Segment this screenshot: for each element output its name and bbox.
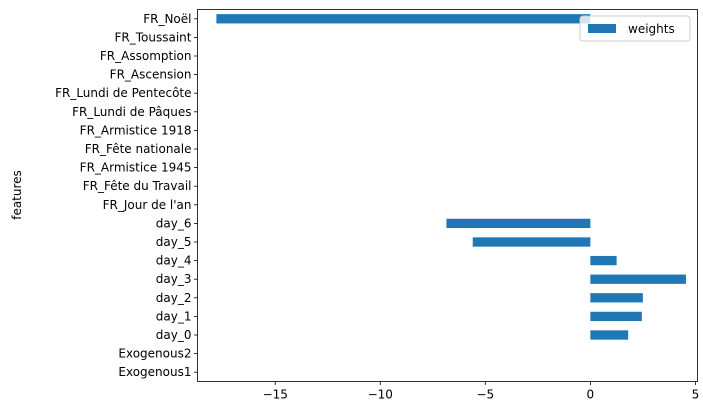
y-tick-label: day_4 [156, 254, 192, 268]
x-tick-label: −10 [368, 388, 393, 402]
y-tick-label: FR_Ascension [110, 68, 192, 82]
y-tick-label: FR_Jour de l'an [103, 198, 192, 212]
x-tick-label: 0 [587, 388, 595, 402]
y-tick-label: Exogenous2 [118, 347, 191, 361]
x-axis-ticks: −15 −10 −5 0 5 [263, 381, 700, 402]
bar [590, 293, 643, 303]
legend-label: weights [628, 22, 675, 36]
y-tick-label: Exogenous1 [118, 365, 191, 379]
y-tick-label: FR_Fête du Travail [83, 179, 192, 193]
plot-frame [197, 9, 698, 382]
bar [590, 274, 686, 284]
x-tick-label: 5 [692, 388, 700, 402]
y-tick-label: FR_Assomption [100, 49, 192, 63]
x-tick-label: −15 [263, 388, 288, 402]
bar [590, 311, 642, 322]
legend-swatch [588, 24, 616, 33]
y-axis-ticks: Exogenous1 Exogenous2 day_0 day_1 day_2 day_3… [55, 12, 198, 379]
y-tick-label: FR_Lundi de Pâques [72, 105, 191, 119]
y-tick-label: FR_Fête nationale [85, 142, 192, 156]
y-tick-label: day_1 [156, 309, 192, 323]
y-tick-label: FR_Armistice 1945 [80, 161, 192, 175]
y-tick-label: day_2 [156, 291, 192, 305]
legend: weights [579, 15, 691, 42]
y-tick-label: day_3 [156, 272, 192, 286]
y-tick-label: FR_Lundi de Pentecôte [55, 86, 191, 100]
bar [590, 330, 629, 340]
y-tick-label: FR_Armistice 1918 [80, 123, 192, 137]
y-tick-label: day_5 [156, 235, 192, 249]
y-tick-label: FR_Toussaint [115, 30, 192, 44]
bar [590, 255, 617, 266]
y-tick-label: day_0 [156, 328, 192, 342]
y-tick-label: FR_Noël [143, 12, 191, 26]
bar [472, 237, 591, 247]
bars-group [216, 14, 686, 340]
y-tick-label: day_6 [156, 216, 192, 230]
y-axis-title: features [10, 170, 24, 220]
legend-box [579, 15, 691, 42]
bar [216, 14, 591, 24]
x-tick-label: −5 [476, 388, 494, 402]
bar [446, 218, 591, 229]
